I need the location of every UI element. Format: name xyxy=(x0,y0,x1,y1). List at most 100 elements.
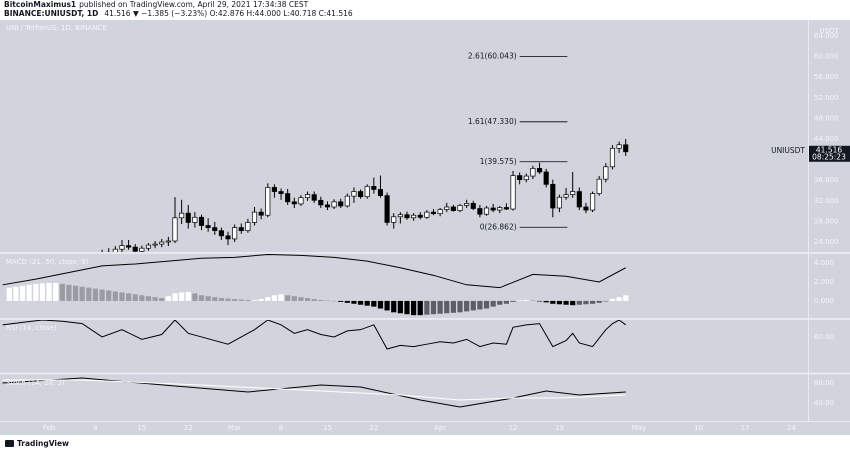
pane xyxy=(2,377,626,408)
histogram-bar xyxy=(411,300,417,316)
candle-body xyxy=(291,201,297,205)
histogram-bar xyxy=(377,300,384,309)
histogram-bar xyxy=(238,299,244,301)
candle-body xyxy=(417,214,423,218)
histogram-bar xyxy=(172,293,178,301)
histogram-bar xyxy=(225,298,231,301)
candle-body xyxy=(371,186,377,190)
y-tick-label: 80.00 xyxy=(814,379,834,387)
macd-line xyxy=(2,254,626,289)
fib-level-label: 0(26.862) xyxy=(480,222,517,231)
x-tick-label: 8 xyxy=(93,424,97,432)
candle-body xyxy=(245,222,251,232)
pane xyxy=(2,254,629,316)
candle-body xyxy=(590,193,596,211)
histogram-bar xyxy=(139,295,145,301)
candle-body xyxy=(132,246,138,252)
x-tick-label: 8 xyxy=(279,424,283,432)
histogram-bar xyxy=(391,300,397,313)
candle-body xyxy=(377,189,384,196)
candle-body xyxy=(324,204,330,208)
histogram-bar xyxy=(397,300,403,314)
histogram-bar xyxy=(99,289,105,301)
candle-body xyxy=(271,187,277,192)
candle-body xyxy=(477,208,483,215)
candle-body xyxy=(470,203,476,209)
histogram-bar xyxy=(112,291,118,301)
chart-background xyxy=(0,20,850,435)
histogram-bar xyxy=(212,297,218,301)
y-tick-label: 28.000 xyxy=(814,217,839,225)
candle-body xyxy=(185,212,191,223)
header-line-1: BitcoinMaximus1 published on TradingView.… xyxy=(4,0,309,9)
candle-body xyxy=(119,245,125,250)
histogram-bar xyxy=(483,300,490,309)
candle-body xyxy=(278,191,284,194)
histogram-bar xyxy=(145,296,152,301)
histogram-bar xyxy=(503,300,510,304)
candle-body xyxy=(179,212,185,219)
candle-body xyxy=(298,197,304,205)
header-line-2: BINANCE:UNIUSDT, 1D 41.516 ▼ −1.385 (−3.2… xyxy=(4,9,353,18)
footer-logo: TradingView xyxy=(5,439,69,448)
histogram-bar xyxy=(470,300,476,311)
histogram-bar xyxy=(285,295,291,301)
y-tick-label: 2.000 xyxy=(814,278,834,286)
candle-body xyxy=(205,225,211,228)
y-tick-label: 36.000 xyxy=(814,176,839,184)
histogram-bar xyxy=(583,300,589,305)
histogram-bar xyxy=(92,288,99,301)
histogram-bar xyxy=(596,300,602,303)
histogram-bar xyxy=(490,300,496,307)
histogram-bar xyxy=(185,291,191,301)
histogram-bar xyxy=(623,295,629,301)
x-tick-label: 10 xyxy=(694,424,703,432)
histogram-bar xyxy=(66,284,72,301)
x-tick-label: 22 xyxy=(184,424,193,432)
pane-legend: UNI / TetherUS, 1D, BINANCE xyxy=(6,24,107,32)
candle-body xyxy=(556,196,562,209)
candle-body xyxy=(430,211,437,215)
candle-body xyxy=(397,214,403,218)
histogram-bar xyxy=(59,283,65,301)
candle-body xyxy=(404,214,410,219)
candle-body xyxy=(391,216,397,223)
histogram-bar xyxy=(457,300,463,313)
candle-body xyxy=(510,175,516,210)
histogram-bar xyxy=(165,296,171,301)
histogram-bar xyxy=(26,284,32,301)
fib-level-label: 2.61(60.043) xyxy=(468,51,517,60)
last-price-symbol: UNIUSDT xyxy=(771,146,805,155)
histogram-bar xyxy=(523,299,529,301)
candle-body xyxy=(126,245,132,248)
quote: 41.516 ▼ −1.385 (−3.23%) O:42.876 H:44.0… xyxy=(104,9,353,18)
histogram-bar xyxy=(371,300,377,307)
histogram-bar xyxy=(19,285,26,301)
candle-body xyxy=(411,214,417,219)
y-tick-label: 0.000 xyxy=(814,297,834,305)
histogram-bar xyxy=(39,283,46,301)
y-tick-label: 32.000 xyxy=(814,197,839,205)
histogram-bar xyxy=(530,300,536,301)
histogram-bar xyxy=(450,300,456,313)
candle-body xyxy=(464,203,470,206)
candle-body xyxy=(331,201,337,208)
histogram-bar xyxy=(152,297,158,301)
candle-body xyxy=(563,194,569,198)
candle-body xyxy=(523,175,529,181)
candle-body xyxy=(139,247,145,252)
candle-body xyxy=(603,166,609,180)
histogram-bar xyxy=(159,298,165,301)
histogram-bar xyxy=(609,299,616,301)
histogram-bar xyxy=(79,286,85,301)
author: BitcoinMaximus1 xyxy=(4,0,76,9)
histogram-bar xyxy=(444,300,450,314)
candle-body xyxy=(537,167,543,173)
histogram-bar xyxy=(179,292,185,301)
logo-icon xyxy=(5,440,14,447)
y-tick-label: 64.000 xyxy=(814,32,839,40)
last-price-label: 41.516 xyxy=(816,145,842,154)
fib-level-label: 1.61(47.330) xyxy=(468,117,517,126)
candle-body xyxy=(483,207,490,215)
